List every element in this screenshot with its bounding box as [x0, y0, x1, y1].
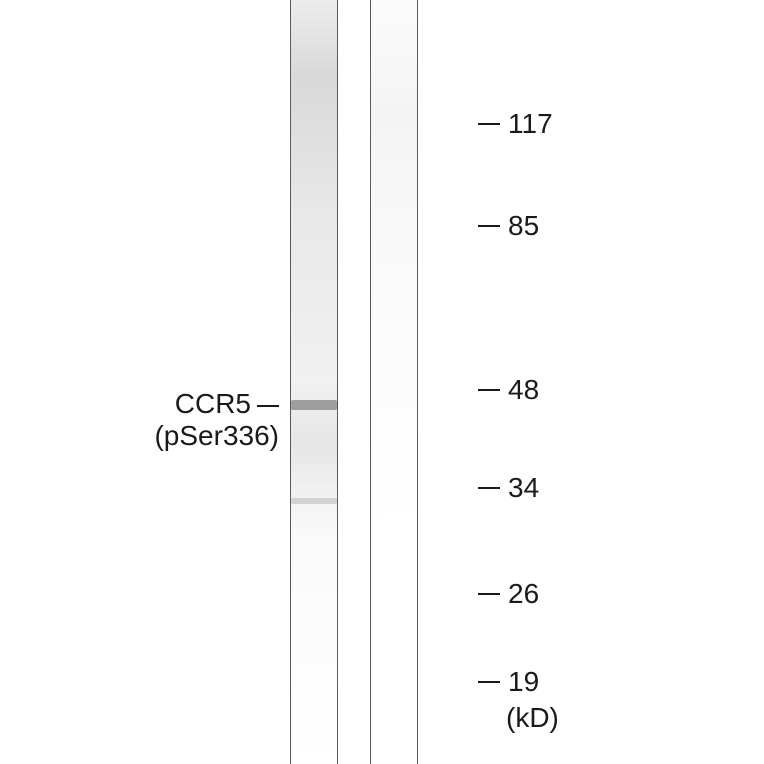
target-label-tick: [257, 405, 279, 407]
mw-marker-tick: [478, 681, 500, 683]
mw-marker-value: 85: [508, 210, 539, 242]
mw-marker-tick: [478, 593, 500, 595]
unit-label: (kD): [506, 702, 559, 734]
mw-marker-26: 26: [478, 578, 539, 610]
target-label-line1: CCR5: [175, 388, 251, 419]
mw-marker-tick: [478, 225, 500, 227]
mw-marker-48: 48: [478, 374, 539, 406]
mw-marker-value: 19: [508, 666, 539, 698]
mw-marker-value: 117: [508, 108, 553, 140]
mw-marker-85: 85: [478, 210, 539, 242]
mw-marker-value: 48: [508, 374, 539, 406]
mw-marker-tick: [478, 123, 500, 125]
mw-marker-value: 34: [508, 472, 539, 504]
mw-marker-19: 19: [478, 666, 539, 698]
lane-1-band-0: [291, 400, 337, 410]
mw-marker-tick: [478, 389, 500, 391]
target-label: CCR5(pSer336): [0, 388, 279, 452]
blot-lane-1: [290, 0, 338, 764]
mw-marker-value: 26: [508, 578, 539, 610]
mw-marker-34: 34: [478, 472, 539, 504]
mw-marker-tick: [478, 487, 500, 489]
blot-lane-2: [370, 0, 418, 764]
mw-marker-117: 117: [478, 108, 553, 140]
lane-1-band-1: [291, 498, 337, 504]
target-label-line2: (pSer336): [0, 420, 279, 452]
